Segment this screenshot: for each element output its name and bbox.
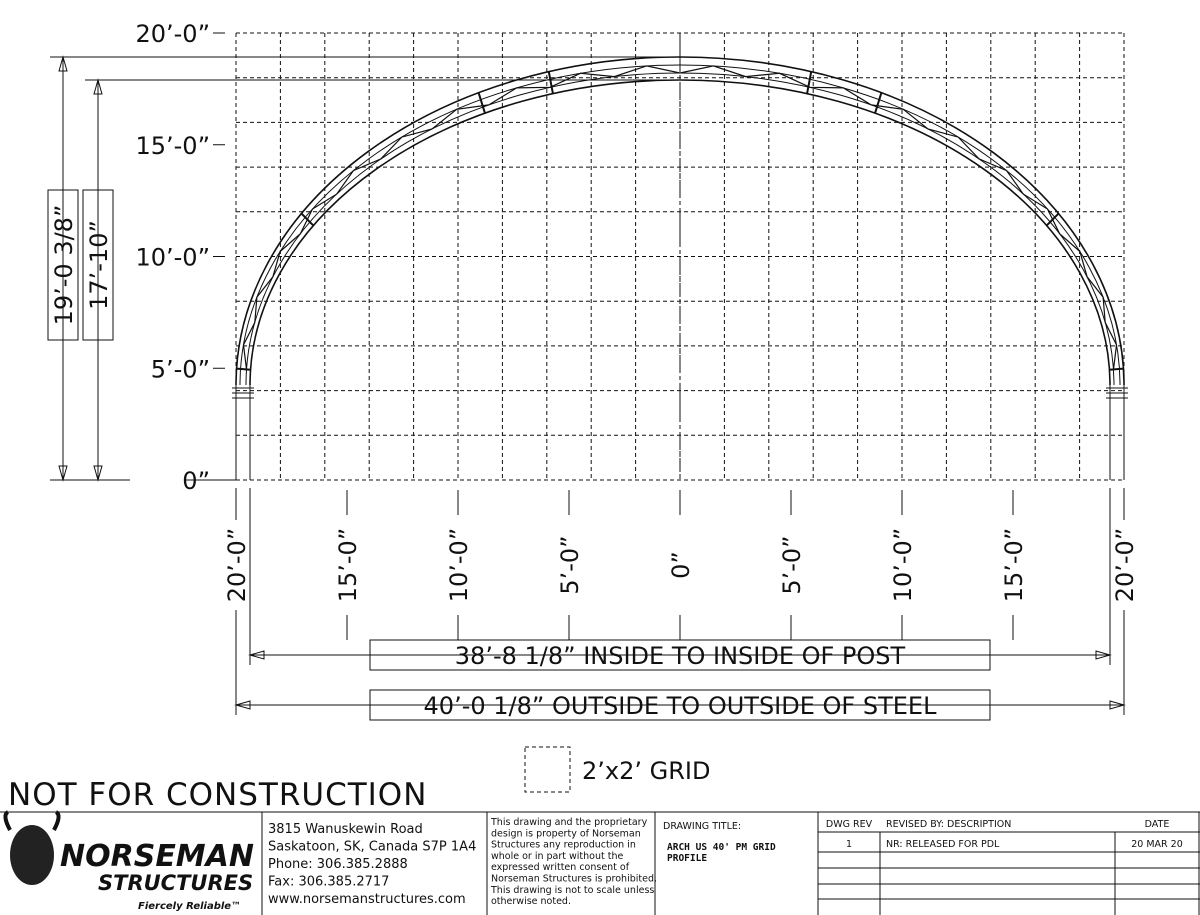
rev-header: REVISED BY: DESCRIPTION (886, 819, 1011, 830)
truss-splice (1109, 367, 1124, 371)
width-label: 38’-8 1/8” INSIDE TO INSIDE OF POST (455, 642, 906, 670)
x-label: 5’-0” (778, 535, 806, 594)
disclaimer-line: This drawing and the proprietary (490, 817, 648, 828)
x-label: 15’-0” (334, 528, 362, 603)
rev-description: NR: RELEASED FOR PDL (886, 839, 1000, 850)
truss-splice (236, 367, 251, 371)
width-label: 40’-0 1/8” OUTSIDE TO OUTSIDE OF STEEL (424, 692, 938, 720)
disclaimer-line: Structures any reproduction in (491, 840, 636, 851)
y-label: 10’-0” (135, 244, 210, 272)
truss-splice (477, 92, 486, 114)
logo-sub: STRUCTURES (98, 871, 253, 895)
x-label: 20’-0” (1111, 528, 1139, 603)
truss-splice (300, 212, 315, 227)
label-bg (369, 689, 991, 721)
dimensions: 20’-0” 15’-0” 10’-0” 5’-0” 0” 19’-0 3/8” 17’-1… (47, 20, 1139, 721)
disclaimer-line: otherwise noted. (491, 896, 571, 907)
logo-horns (3, 810, 61, 831)
truss-splice (874, 92, 883, 114)
disclaimer-line: whole or in part without the (491, 851, 624, 862)
y-label: 20’-0” (135, 20, 210, 48)
arrow (58, 55, 68, 482)
grid-legend-swatch (524, 746, 571, 793)
arch-chord (239, 64, 1121, 386)
arrow (234, 700, 1126, 710)
grid (235, 32, 1125, 481)
disclaimer-line: design is property of Norseman (491, 828, 641, 839)
label-bg (369, 639, 991, 671)
y-label: 15’-0” (135, 132, 210, 160)
arrow (248, 650, 1112, 660)
x-label: 15’-0” (1000, 528, 1028, 603)
logo-name: NORSEMAN (60, 839, 254, 874)
disclaimer-line: Norseman Structures is prohibited. (491, 874, 657, 885)
rev-header: DWG REV (826, 819, 873, 830)
drawing-title: ARCH US 40' PM GRID (667, 842, 776, 853)
label-bg (82, 189, 114, 341)
logo-head (10, 825, 54, 885)
truss-splice (1045, 212, 1060, 227)
truss-splice (547, 71, 554, 94)
rev-date: 20 MAR 20 (1131, 839, 1183, 850)
truss-web (242, 65, 1118, 370)
title-block-frame (0, 811, 1200, 915)
address-line: Phone: 306.385.2888 (268, 857, 408, 872)
arrow (93, 78, 103, 482)
height-label: 19’-0 3/8” (50, 205, 78, 326)
x-label: 20’-0” (223, 528, 251, 603)
warning: NOT FOR CONSTRUCTION (8, 777, 427, 813)
x-label: 5’-0” (556, 535, 584, 594)
label-bg (47, 189, 79, 341)
drawing-title-label: DRAWING TITLE: (663, 821, 741, 832)
address-line: Fax: 306.385.2717 (268, 875, 389, 890)
x-label: 10’-0” (889, 528, 917, 603)
rev-number: 1 (846, 839, 852, 850)
disclaimer-line: expressed written consent of (491, 862, 630, 873)
x-label: 10’-0” (445, 528, 473, 603)
rev-header: DATE (1145, 819, 1170, 830)
x-label: 0” (667, 551, 695, 579)
truss-splice (806, 71, 813, 94)
y-label: 0” (182, 467, 210, 495)
address-line: Saskatoon, SK, Canada S7P 1A4 (268, 840, 476, 855)
height-label: 17’-10” (85, 220, 113, 310)
address-line: www.norsemanstructures.com (268, 892, 466, 907)
logo-tagline: Fiercely Reliable™ (138, 901, 241, 912)
grid-legend: 2’x2’ GRID (582, 757, 710, 785)
address-line: 3815 Wanuskewin Road (268, 822, 423, 837)
y-label: 5’-0” (151, 355, 210, 383)
disclaimer-line: This drawing is not to scale unless (490, 885, 654, 896)
drawing-title: PROFILE (667, 853, 707, 864)
